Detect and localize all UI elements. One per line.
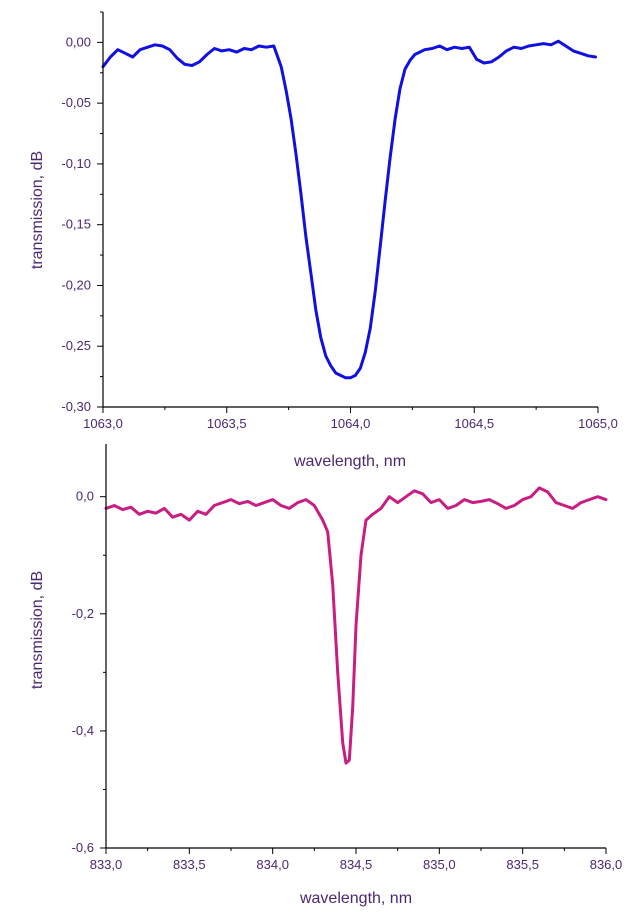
chart-2-x-tick-label: 835,5: [506, 857, 539, 872]
chart-2: 833,0 833,5 834,0 834,5 835,0 835,5 836,0 0,0 -0…: [29, 444, 622, 907]
chart-2-series-line: [104, 486, 608, 765]
chart-2-y-axis-label: transmission, dB: [29, 571, 46, 689]
chart-2-x-tick-label: 834,0: [256, 857, 289, 872]
chart-1-y-tick-label: -0,30: [61, 399, 91, 414]
chart-2-x-axis-label: wavelength, nm: [299, 890, 412, 907]
chart-1-x-tick-label: 1063,5: [207, 416, 247, 431]
chart-2-x-tick-label: 833,0: [90, 857, 123, 872]
chart-1-y-tick-label: -0,05: [61, 95, 91, 110]
chart-2-y-tick-label: -0,4: [72, 723, 94, 738]
chart-2-x-tick-label: 836,0: [590, 857, 623, 872]
chart-1-x-tick-label: 1063,0: [83, 416, 123, 431]
chart-2-x-tick-label: 833,5: [173, 857, 206, 872]
chart-1-x-tick-label: 1064,0: [331, 416, 371, 431]
chart-1-x-axis-label: wavelength, nm: [293, 453, 406, 470]
chart-2-y-tick-label: -0,6: [72, 840, 94, 855]
chart-1-y-tick-label: -0,15: [61, 217, 91, 232]
chart-2-x-tick-label: 835,0: [423, 857, 456, 872]
chart-1: 1063,0 1063,5 1064,0 1064,5 1065,0 0,00 -0,05 -…: [29, 11, 618, 470]
chart-1-series-line: [101, 39, 597, 380]
chart-2-y-tick-label: 0,0: [76, 489, 94, 504]
chart-2-x-tick-label: 834,5: [340, 857, 373, 872]
chart-2-y-tick-label: -0,2: [72, 606, 94, 621]
chart-1-y-tick-label: -0,20: [61, 277, 91, 292]
chart-1-x-tick-label: 1064,5: [454, 416, 494, 431]
chart-1-y-tick-label: -0,10: [61, 156, 91, 171]
chart-1-y-tick-label: -0,25: [61, 338, 91, 353]
chart-1-y-axis-label: transmission, dB: [29, 151, 46, 269]
chart-1-x-tick-label: 1065,0: [578, 416, 618, 431]
chart-1-ticks: [97, 11, 599, 413]
chart-2-tick-labels: 833,0 833,5 834,0 834,5 835,0 835,5 836,0 0,0 -0…: [72, 489, 623, 872]
chart-1-tick-labels: 1063,0 1063,5 1064,0 1064,5 1065,0 0,00 -0,05 -…: [61, 34, 618, 431]
chart-1-y-tick-label: 0,00: [66, 34, 91, 49]
